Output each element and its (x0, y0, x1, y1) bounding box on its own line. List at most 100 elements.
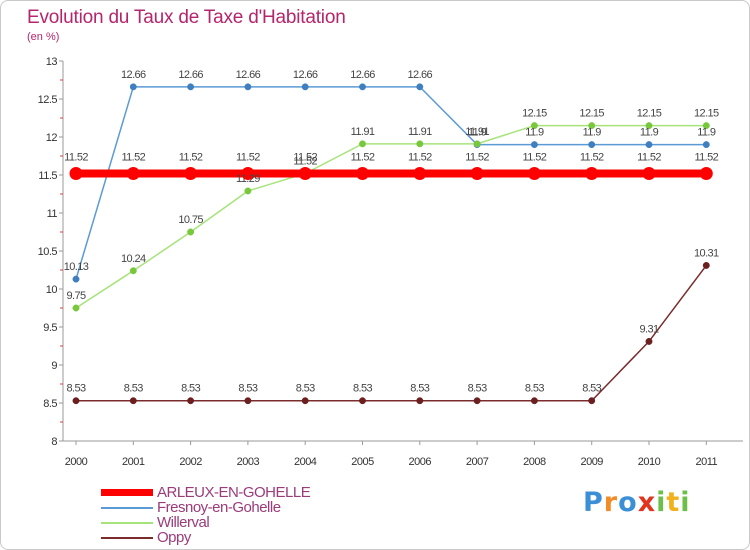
point-willerval (129, 267, 137, 275)
point-oppy (301, 397, 309, 405)
point-arleux-en-gohelle (184, 166, 198, 180)
y-tick-label: 12 (46, 132, 58, 144)
point-willerval (588, 122, 596, 130)
legend-item-arleux[interactable]: ARLEUX-EN-GOHELLE (101, 484, 361, 501)
y-tick-label: 11 (47, 208, 58, 220)
data-label-oppy: 8.53 (468, 383, 487, 395)
data-label-arleux-en-gohelle: 11.52 (465, 151, 489, 163)
logo-letter: i (656, 487, 667, 518)
data-label-fresnoy-en-gohelle: 12.66 (121, 69, 146, 81)
y-tick-label: 10.5 (38, 246, 58, 258)
legend-item-oppy[interactable]: Oppy (101, 529, 361, 546)
point-oppy (530, 397, 538, 405)
legend-swatch-willerval (101, 522, 153, 524)
data-label-oppy: 8.53 (124, 383, 143, 395)
data-label-willerval: 10.75 (178, 214, 203, 226)
point-oppy (473, 397, 481, 405)
x-tick-label: 2002 (179, 456, 202, 468)
point-fresnoy-en-gohelle (187, 83, 195, 91)
x-tick-label: 2004 (294, 456, 317, 468)
point-fresnoy-en-gohelle (359, 83, 366, 91)
point-fresnoy-en-gohelle (72, 275, 80, 283)
x-tick-label: 2007 (466, 456, 489, 468)
data-label-oppy: 8.53 (66, 383, 85, 395)
data-label-arleux-en-gohelle: 11.52 (179, 151, 203, 163)
data-label-oppy: 8.53 (525, 383, 544, 395)
point-willerval (359, 140, 366, 148)
y-tick-label: 12.5 (38, 94, 58, 106)
data-label-oppy: 10.31 (694, 247, 719, 259)
point-oppy (416, 397, 424, 405)
legend-label-oppy: Oppy (157, 529, 191, 546)
data-label-arleux-en-gohelle: 11.52 (236, 151, 260, 163)
y-tick-label: 10 (46, 284, 58, 296)
data-label-arleux-en-gohelle: 11.52 (694, 151, 718, 163)
point-arleux-en-gohelle (69, 166, 83, 180)
point-fresnoy-en-gohelle (588, 141, 596, 149)
point-fresnoy-en-gohelle (702, 141, 710, 149)
point-fresnoy-en-gohelle (244, 83, 252, 91)
point-fresnoy-en-gohelle (416, 83, 424, 91)
data-label-willerval: 10.24 (121, 253, 146, 265)
point-arleux-en-gohelle (470, 166, 484, 180)
point-arleux-en-gohelle (356, 166, 369, 180)
data-label-willerval: 9.75 (66, 290, 85, 302)
x-tick-label: 2006 (409, 456, 432, 468)
data-label-fresnoy-en-gohelle: 10.13 (64, 261, 89, 273)
chart-subtitle: (en %) (27, 31, 60, 43)
x-tick-label: 2005 (351, 456, 374, 468)
point-fresnoy-en-gohelle (129, 83, 137, 91)
legend-item-fresnoy[interactable]: Fresnoy-en-Gohelle (101, 499, 361, 516)
logo-letter: r (603, 487, 619, 518)
point-oppy (645, 337, 653, 345)
proxiti-logo: Proxiti (583, 487, 691, 518)
legend-item-willerval[interactable]: Willerval (101, 514, 361, 531)
point-arleux-en-gohelle (126, 166, 140, 180)
data-label-willerval: 11.91 (465, 126, 489, 138)
data-label-arleux-en-gohelle: 11.52 (351, 151, 375, 163)
data-label-fresnoy-en-gohelle: 11.9 (697, 127, 716, 139)
point-arleux-en-gohelle (585, 166, 599, 180)
data-label-arleux-en-gohelle: 11.52 (637, 151, 661, 163)
point-oppy (187, 397, 195, 405)
legend-swatch-oppy (101, 537, 153, 539)
point-arleux-en-gohelle (413, 166, 427, 180)
logo-letter: P (583, 487, 604, 518)
data-label-arleux-en-gohelle: 11.52 (580, 151, 604, 163)
logo-letter: x (637, 487, 657, 518)
point-willerval (530, 122, 538, 130)
data-label-oppy: 8.53 (296, 383, 315, 395)
y-tick-label: 9.5 (43, 322, 57, 334)
data-label-oppy: 8.53 (181, 383, 200, 395)
y-tick-label: 8 (51, 436, 57, 448)
data-label-fresnoy-en-gohelle: 12.66 (408, 69, 433, 81)
data-label-willerval: 11.52 (293, 155, 317, 167)
point-oppy (588, 397, 596, 405)
data-label-willerval: 11.91 (408, 126, 432, 138)
chart-title: Evolution du Taux de Taxe d'Habitation (27, 7, 346, 28)
series-line-oppy (76, 264, 707, 402)
y-tick-label: 11.5 (38, 170, 57, 182)
y-tick-label: 9 (51, 360, 57, 372)
point-willerval (187, 228, 195, 236)
y-tick-label: 8.5 (43, 398, 57, 410)
series-line-fresnoy-en-gohelle (75, 86, 707, 280)
data-label-willerval: 12.15 (522, 108, 547, 120)
point-willerval (72, 304, 80, 312)
point-arleux-en-gohelle (241, 166, 255, 180)
point-arleux-en-gohelle (527, 166, 541, 180)
data-label-willerval: 11.91 (351, 126, 375, 138)
x-tick-label: 2010 (638, 456, 661, 468)
x-tick-label: 2008 (523, 456, 546, 468)
data-label-arleux-en-gohelle: 11.52 (293, 151, 317, 163)
point-willerval (645, 122, 653, 130)
data-label-fresnoy-en-gohelle: 11.9 (583, 127, 602, 139)
data-labels: 8.53 8.53 8.53 8.53 8.53 8.53 8.53 8.53 8.53 8.53… (64, 69, 720, 395)
series-line-willerval (75, 124, 707, 309)
point-willerval (473, 140, 481, 148)
legend: ARLEUX-EN-GOHELLE Fresnoy-en-Gohelle Wil… (101, 484, 361, 546)
data-label-willerval: 12.15 (637, 108, 662, 120)
data-label-oppy: 8.53 (238, 383, 257, 395)
data-label-fresnoy-en-gohelle: 11.9 (468, 127, 487, 139)
legend-label-arleux: ARLEUX-EN-GOHELLE (157, 484, 311, 501)
